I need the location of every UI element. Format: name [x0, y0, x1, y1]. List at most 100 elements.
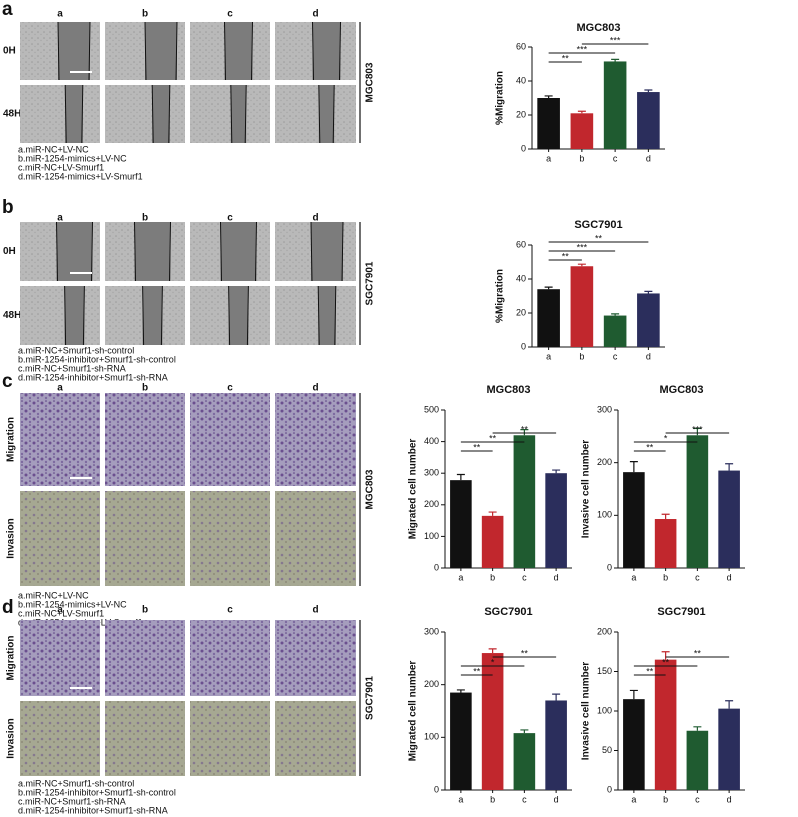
bar [654, 519, 677, 568]
y-tick-label: 200 [424, 499, 439, 509]
panel-letter: b [2, 197, 14, 218]
micrograph [105, 620, 185, 696]
significance-label: ** [646, 442, 654, 452]
error-bar [552, 693, 561, 701]
chart-title: SGC7901 [574, 219, 622, 231]
row-label: 48H [3, 109, 21, 120]
legend-text: c.miR-NC+LV-Smurf1 [18, 162, 104, 172]
wound-gap [145, 22, 177, 80]
y-tick-label: 200 [597, 457, 612, 467]
y-tick-label: 0 [434, 562, 439, 572]
wound-edge [317, 285, 320, 346]
x-tick-label: a [631, 794, 636, 804]
legend-text: b.miR-1254-inhibitor+Smurf1-sh-control [18, 787, 176, 797]
error-bar [520, 729, 529, 734]
x-tick-label: a [631, 572, 636, 582]
wound-edge [255, 221, 257, 282]
micrograph [190, 491, 270, 586]
cell-line-label: MGC803 [365, 62, 376, 102]
micrograph [275, 85, 356, 143]
bar [537, 289, 560, 347]
wound-edge [251, 21, 253, 81]
wound-gap [152, 85, 170, 143]
bar [686, 435, 709, 568]
wound-edge [82, 285, 85, 346]
wound-edge [144, 21, 147, 81]
wound-edge [91, 221, 93, 282]
wound-edge [142, 285, 145, 346]
micrograph [20, 286, 100, 345]
legend-text: a.miR-NC+Smurf1-sh-control [18, 345, 134, 355]
wound-gap [230, 85, 247, 143]
x-tick-label: c [695, 572, 700, 582]
micrograph [20, 620, 100, 696]
wound-gap [311, 222, 343, 281]
bar [686, 730, 709, 790]
column-label: a [57, 9, 63, 20]
legend-text: c.miR-NC+Smurf1-sh-RNA [18, 796, 126, 806]
micrograph [190, 393, 270, 486]
cell-line-label: SGC7901 [365, 261, 376, 305]
x-tick-label: b [663, 794, 668, 804]
wound-edge [332, 84, 335, 144]
y-tick-label: 100 [424, 531, 439, 541]
legend-text: a.miR-NC+LV-NC [18, 144, 89, 154]
y-tick-label: 150 [597, 666, 612, 676]
wound-edge [246, 285, 249, 346]
y-axis-label: Invasive cell number [581, 440, 592, 538]
error-bar [693, 726, 702, 731]
significance-label: ** [562, 251, 570, 261]
y-tick-label: 100 [597, 705, 612, 715]
column-label: d [312, 9, 318, 20]
error-bar [644, 290, 653, 294]
bar [545, 700, 567, 790]
wound-edge [88, 21, 91, 81]
chart-title: MGC803 [576, 22, 620, 34]
wound-edge [334, 285, 337, 346]
wound-gap [318, 85, 335, 143]
wound-edge [175, 21, 178, 81]
significance-label: ** [595, 233, 603, 243]
wound-gap [134, 222, 171, 281]
wound-edge [310, 221, 313, 282]
error-bar [661, 651, 670, 660]
wound-gap [312, 22, 341, 80]
wound-edge [169, 221, 171, 282]
wound-gap [228, 286, 249, 345]
wound-edge [134, 221, 136, 282]
error-bar [488, 511, 497, 516]
significance-label: ** [521, 648, 529, 658]
wound-edge [64, 84, 67, 144]
wound-edge [160, 285, 163, 346]
wound-edge [56, 221, 58, 282]
legend-text: d.miR-1254-inhibitor+Smurf1-sh-RNA [18, 805, 168, 815]
micrograph [20, 85, 100, 143]
bar [603, 315, 627, 347]
bar [481, 653, 504, 790]
x-tick-label: a [458, 794, 463, 804]
x-tick-label: c [522, 572, 527, 582]
legend-text: d.miR-1254-inhibitor+Smurf1-sh-RNA [18, 372, 168, 382]
y-axis-label: Migrated cell number [408, 439, 419, 540]
bar [623, 699, 645, 790]
legend-text: b.miR-1254-mimics+LV-NC [18, 599, 127, 609]
wound-edge [312, 21, 314, 81]
wound-edge [168, 84, 171, 144]
error-bar [577, 110, 586, 114]
bar [450, 480, 472, 568]
y-tick-label: 40 [516, 273, 526, 283]
bar [570, 113, 594, 149]
column-label: b [142, 383, 148, 394]
micrograph [20, 393, 100, 486]
y-tick-label: 0 [607, 562, 612, 572]
wound-edge [228, 285, 231, 346]
x-tick-label: c [522, 794, 527, 804]
y-tick-label: 300 [597, 404, 612, 414]
column-label: b [142, 213, 148, 224]
significance-label: ** [562, 53, 570, 63]
wound-edge [341, 221, 344, 282]
significance-label: ** [489, 433, 497, 443]
legend-text: d.miR-1254-mimics+LV-Smurf1 [18, 171, 143, 181]
x-tick-label: c [613, 153, 618, 163]
